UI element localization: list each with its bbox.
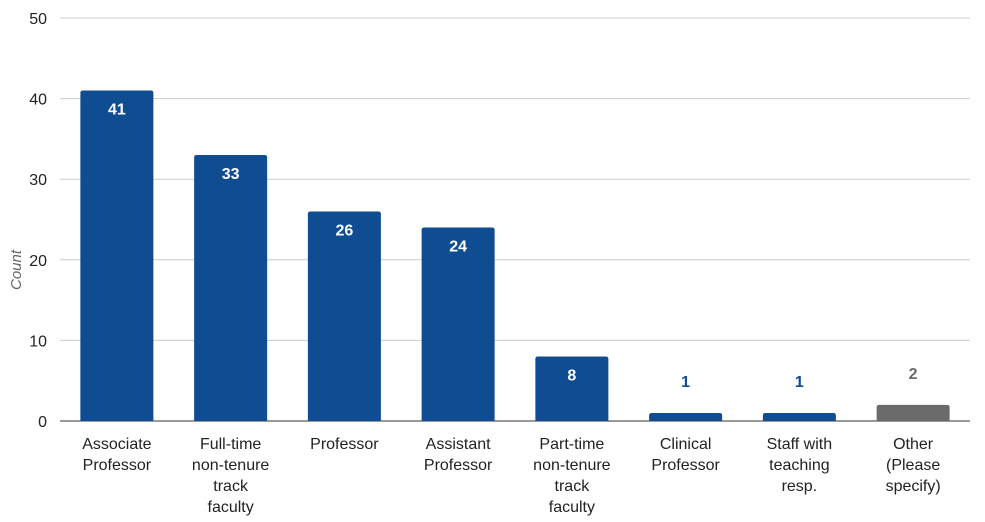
x-tick-label: Staff with xyxy=(767,436,833,453)
x-tick-label: specify) xyxy=(886,478,941,495)
data-label: 26 xyxy=(335,222,353,239)
bar xyxy=(421,227,495,421)
x-tick-label: track xyxy=(555,478,591,495)
bar xyxy=(876,404,950,421)
data-label: 8 xyxy=(567,368,576,385)
bar xyxy=(307,211,381,421)
x-tick-label: Professor xyxy=(83,457,152,474)
data-label: 1 xyxy=(681,374,690,391)
x-tick-label: Professor xyxy=(424,457,493,474)
x-tick-label: Professor xyxy=(310,436,379,453)
x-tick-label: resp. xyxy=(782,478,818,495)
data-labels: 41 33 26 24 8 1 1 2 xyxy=(108,102,918,391)
bar xyxy=(649,412,723,421)
x-tick-label: Full-time xyxy=(200,436,261,453)
data-label: 41 xyxy=(108,102,126,119)
data-label: 33 xyxy=(222,166,240,183)
x-tick-label: Associate xyxy=(82,436,151,453)
bar xyxy=(194,155,268,421)
x-tick-label: teaching xyxy=(769,457,830,474)
y-tick-label: 50 xyxy=(29,11,47,28)
bar xyxy=(535,356,609,421)
y-tick-label: 20 xyxy=(29,253,47,270)
data-label: 2 xyxy=(909,366,918,383)
x-tick-label: Clinical xyxy=(660,436,712,453)
y-axis-title: Count xyxy=(8,249,25,290)
bar xyxy=(762,412,836,421)
x-tick-label: Assistant xyxy=(426,436,491,453)
x-tick-label: (Please xyxy=(886,457,940,474)
data-label: 1 xyxy=(795,374,804,391)
x-tick-label: Professor xyxy=(651,457,720,474)
x-axis-labels: Associate Professor Full-time non-tenure tra… xyxy=(82,436,941,516)
x-tick-label: Other xyxy=(893,436,934,453)
x-tick-label: faculty xyxy=(549,499,595,516)
x-tick-label: track xyxy=(213,478,249,495)
y-axis-ticks: 0 10 20 30 40 50 xyxy=(29,11,47,431)
x-tick-label: non-tenure xyxy=(192,457,269,474)
y-tick-label: 10 xyxy=(29,333,47,350)
bars xyxy=(80,90,950,421)
y-tick-label: 0 xyxy=(38,414,47,431)
data-label: 24 xyxy=(449,239,467,256)
x-tick-label: faculty xyxy=(208,499,254,516)
x-tick-label: non-tenure xyxy=(533,457,610,474)
y-tick-label: 40 xyxy=(29,92,47,109)
y-tick-label: 30 xyxy=(29,172,47,189)
bar xyxy=(80,90,154,421)
x-tick-label: Part-time xyxy=(539,436,604,453)
